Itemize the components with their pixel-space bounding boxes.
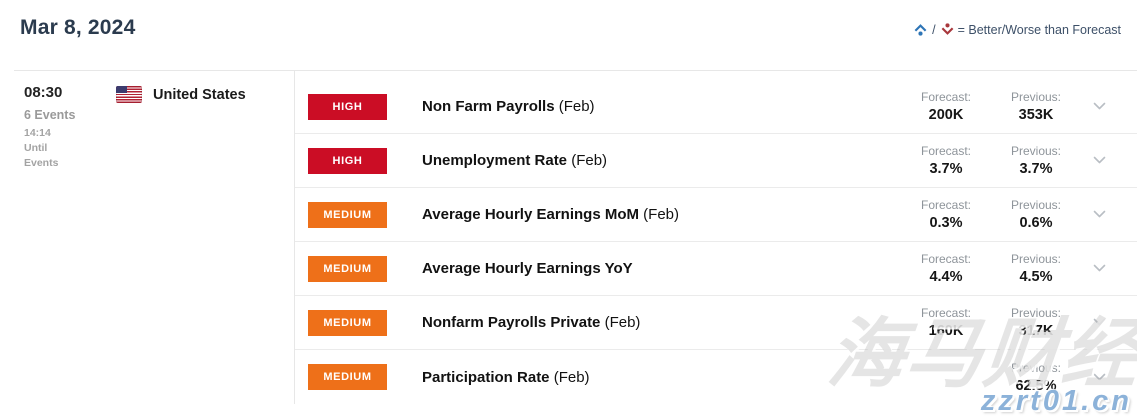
forecast-value: 160K xyxy=(928,323,964,339)
event-period: (Feb) xyxy=(553,368,590,386)
previous-cell: Previous: 0.6% xyxy=(993,198,1079,231)
session-time: 08:30 xyxy=(24,84,63,101)
previous-label: Previous: xyxy=(1010,198,1062,212)
previous-value: 62.5% xyxy=(1015,377,1057,394)
event-name: Unemployment Rate (Feb) xyxy=(422,152,608,169)
event-row[interactable]: MEDIUM Average Hourly Earnings YoY Forec… xyxy=(295,242,1137,296)
forecast-label: Forecast: xyxy=(920,306,971,320)
previous-value: 4.5% xyxy=(1019,269,1053,285)
forecast-label: Forecast: xyxy=(920,144,971,158)
country-header: United States xyxy=(116,86,246,103)
impact-badge: MEDIUM xyxy=(308,255,387,282)
previous-value: 317K xyxy=(1018,323,1054,339)
legend-text: = Better/Worse than Forecast xyxy=(957,22,1121,37)
session-events-label: Events xyxy=(24,157,59,169)
forecast-cell: Forecast: 3.7% xyxy=(903,144,989,177)
forecast-cell xyxy=(903,376,989,379)
forecast-value: 200K xyxy=(928,107,964,123)
legend-separator: / xyxy=(932,22,936,37)
event-row[interactable]: MEDIUM Nonfarm Payrolls Private (Feb) Fo… xyxy=(295,296,1137,350)
forecast-label: Forecast: xyxy=(920,198,971,212)
previous-cell: Previous: 4.5% xyxy=(993,252,1079,285)
previous-cell: Previous: 3.7% xyxy=(993,144,1079,177)
previous-value: 3.7% xyxy=(1019,161,1053,177)
previous-label: Previous: xyxy=(1010,252,1062,266)
chevron-down-icon[interactable] xyxy=(1079,210,1119,219)
impact-badge: MEDIUM xyxy=(308,364,387,390)
calendar-header: Mar 8, 2024 / = Better/Worse than Foreca… xyxy=(0,0,1137,58)
impact-badge: MEDIUM xyxy=(308,201,387,228)
previous-label: Previous: xyxy=(1010,306,1062,320)
event-name: Nonfarm Payrolls Private (Feb) xyxy=(422,314,641,331)
worse-than-forecast-icon xyxy=(940,22,955,37)
session-time-block: 08:30 6 Events 14:14 Until Events xyxy=(24,84,116,169)
session-countdown: 14:14 xyxy=(24,127,51,139)
forecast-value: 4.4% xyxy=(929,269,963,285)
session-events-count: 6 Events xyxy=(24,108,76,122)
previous-cell: Previous: 62.5% xyxy=(993,361,1079,394)
forecast-cell: Forecast: 200K xyxy=(903,90,989,123)
impact-badge: HIGH xyxy=(308,147,387,174)
forecast-cell: Forecast: 0.3% xyxy=(903,198,989,231)
forecast-value: 0.3% xyxy=(929,215,963,231)
event-name: Non Farm Payrolls (Feb) xyxy=(422,98,595,115)
events-list: HIGH Non Farm Payrolls (Feb) Forecast: 2… xyxy=(295,71,1137,404)
forecast-label: Forecast: xyxy=(920,252,971,266)
event-row[interactable]: HIGH Non Farm Payrolls (Feb) Forecast: 2… xyxy=(295,80,1137,134)
event-period: (Feb) xyxy=(571,152,608,169)
event-row[interactable]: MEDIUM Average Hourly Earnings MoM (Feb)… xyxy=(295,188,1137,242)
session-until-label: Until xyxy=(24,142,48,154)
chevron-down-icon[interactable] xyxy=(1079,156,1119,165)
previous-label: Previous: xyxy=(1010,144,1062,158)
previous-label: Previous: xyxy=(1010,360,1062,375)
session-panel: 08:30 6 Events 14:14 Until Events United… xyxy=(14,71,295,404)
forecast-label: Forecast: xyxy=(920,90,971,104)
forecast-cell: Forecast: 160K xyxy=(903,306,989,339)
event-row[interactable]: MEDIUM Participation Rate (Feb) Previous… xyxy=(295,350,1137,404)
us-flag-icon xyxy=(116,86,142,103)
chevron-down-icon[interactable] xyxy=(1079,264,1119,273)
event-name: Average Hourly Earnings MoM (Feb) xyxy=(422,206,680,223)
previous-value: 0.6% xyxy=(1019,215,1053,231)
calendar-body: 08:30 6 Events 14:14 Until Events United… xyxy=(14,70,1137,404)
chevron-down-icon[interactable] xyxy=(1079,373,1119,382)
event-name: Average Hourly Earnings YoY xyxy=(422,260,633,277)
forecast-value: 3.7% xyxy=(929,161,963,177)
country-name: United States xyxy=(153,86,246,103)
page-title: Mar 8, 2024 xyxy=(20,16,136,39)
impact-badge: HIGH xyxy=(308,93,387,120)
previous-cell: Previous: 317K xyxy=(993,306,1079,339)
previous-value: 353K xyxy=(1018,107,1054,123)
previous-cell: Previous: 353K xyxy=(993,90,1079,123)
event-period: (Feb) xyxy=(643,206,680,223)
better-than-forecast-icon xyxy=(913,22,928,37)
event-period: (Feb) xyxy=(558,98,595,115)
event-name: Participation Rate (Feb) xyxy=(422,368,590,386)
impact-badge: MEDIUM xyxy=(308,309,387,336)
event-row[interactable]: HIGH Unemployment Rate (Feb) Forecast: 3… xyxy=(295,134,1137,188)
previous-label: Previous: xyxy=(1010,90,1062,104)
forecast-legend: / = Better/Worse than Forecast xyxy=(913,14,1121,37)
event-period: (Feb) xyxy=(604,314,641,331)
chevron-down-icon[interactable] xyxy=(1079,318,1119,327)
chevron-down-icon[interactable] xyxy=(1079,102,1119,111)
forecast-cell: Forecast: 4.4% xyxy=(903,252,989,285)
